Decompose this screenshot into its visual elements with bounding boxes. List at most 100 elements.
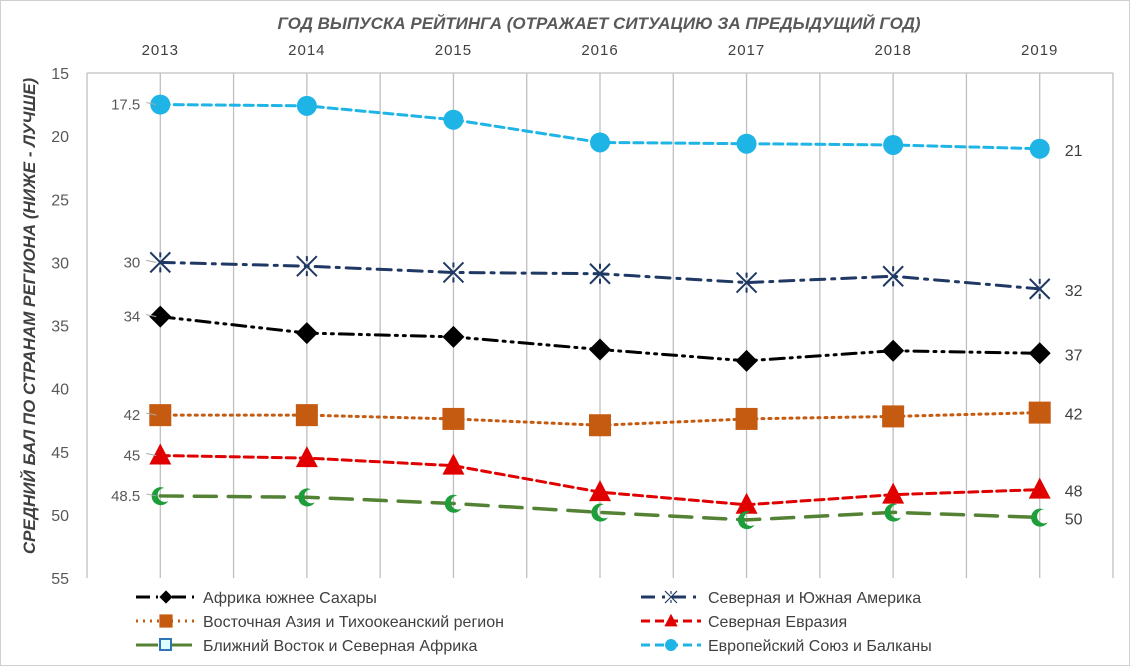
diamond-marker xyxy=(149,305,172,328)
circle-marker xyxy=(296,95,317,116)
legend-item: Африка южнее Сахары xyxy=(136,590,377,607)
triangle-marker xyxy=(1028,477,1051,499)
square-marker xyxy=(1028,401,1051,424)
end-data-label: 37 xyxy=(1065,347,1083,364)
square-marker xyxy=(295,404,318,427)
y-tick-label: 40 xyxy=(51,382,69,399)
start-data-label: 48.5 xyxy=(111,488,140,505)
legend-item: Восточная Азия и Тихоокеанский регион xyxy=(136,614,504,631)
legend-item: Северная и Южная Америка xyxy=(641,590,921,607)
asterisk-marker xyxy=(442,261,465,284)
circle-marker xyxy=(883,134,904,155)
asterisk-marker xyxy=(664,590,678,604)
legend-label: Северная Евразия xyxy=(708,614,847,631)
circle-marker xyxy=(665,639,677,651)
asterisk-marker xyxy=(882,265,904,287)
y-axis-label: СРЕДНИЙ БАЛ ПО СТРАНАМ РЕГИОНА (НИЖЕ - Л… xyxy=(19,78,39,555)
y-tick-label: 25 xyxy=(51,192,69,209)
legend-item: Северная Евразия xyxy=(641,613,847,631)
y-tick-label: 55 xyxy=(51,571,69,588)
leader-line xyxy=(146,453,157,457)
asterisk-marker xyxy=(735,271,758,294)
legend-item: Европейский Союз и Балканы xyxy=(641,638,932,655)
y-tick-label: 30 xyxy=(51,255,69,272)
asterisk-marker xyxy=(589,263,611,285)
triangle-marker xyxy=(295,446,318,468)
legend-label: Восточная Азия и Тихоокеанский регион xyxy=(203,614,504,631)
x-tick-label: 2018 xyxy=(874,42,911,59)
asterisk-marker xyxy=(149,251,171,274)
crescent-marker xyxy=(151,487,169,506)
leader-line xyxy=(146,412,157,416)
triangle-marker xyxy=(882,482,905,504)
start-data-label: 34 xyxy=(124,309,141,326)
end-data-label: 42 xyxy=(1065,407,1083,424)
y-tick-label: 20 xyxy=(51,129,69,146)
x-tick-label: 2013 xyxy=(142,42,179,59)
y-tick-label: 35 xyxy=(51,319,69,336)
x-tick-label: 2017 xyxy=(728,42,765,59)
end-data-label: 50 xyxy=(1065,511,1083,528)
series-1: 30 32 xyxy=(124,251,1083,300)
triangle-marker xyxy=(589,480,611,502)
triangle-marker xyxy=(664,613,678,627)
circle-marker xyxy=(590,132,610,153)
crescent-marker xyxy=(1031,508,1048,527)
x-tick-label: 2014 xyxy=(288,42,325,59)
legend-label: Европейский Союз и Балканы xyxy=(708,638,932,655)
circle-marker xyxy=(1029,138,1050,159)
diamond-marker xyxy=(159,590,173,604)
triangle-marker xyxy=(442,453,465,475)
leader-line xyxy=(146,314,157,318)
start-data-label: 17.5 xyxy=(111,97,140,114)
crescent-marker xyxy=(737,511,755,530)
end-data-label: 32 xyxy=(1065,283,1083,300)
legend-marker xyxy=(159,638,172,651)
diamond-marker xyxy=(589,338,611,361)
asterisk-marker xyxy=(1029,278,1051,300)
legend-label: Африка южнее Сахары xyxy=(203,590,377,607)
series-line xyxy=(158,494,1042,522)
start-data-label: 30 xyxy=(124,254,141,271)
square-marker xyxy=(149,404,172,427)
series-2: 42 42 xyxy=(124,401,1083,437)
diamond-marker xyxy=(882,339,905,362)
circle-marker xyxy=(736,133,757,154)
leader-line xyxy=(146,259,157,263)
diamond-marker xyxy=(735,349,758,372)
diamond-marker xyxy=(1028,342,1051,365)
series-3: 45 48 xyxy=(124,443,1083,514)
series-5: 17.5 21 xyxy=(111,94,1083,160)
square-marker xyxy=(735,407,758,430)
crescent-marker xyxy=(884,503,902,522)
chart-title: ГОД ВЫПУСКА РЕЙТИНГА (ОТРАЖАЕТ СИТУАЦИЮ … xyxy=(277,13,920,33)
y-tick-label: 50 xyxy=(51,508,69,525)
crescent-marker xyxy=(298,488,315,507)
square-marker xyxy=(882,405,905,428)
end-data-label: 21 xyxy=(1065,143,1083,160)
legend-item: Ближний Восток и Северная Африка xyxy=(136,638,478,655)
x-tick-label: 2016 xyxy=(581,42,618,59)
x-tick-label: 2015 xyxy=(435,42,472,59)
triangle-marker xyxy=(149,443,172,465)
triangle-marker xyxy=(735,492,758,514)
crescent-marker xyxy=(591,503,608,522)
end-data-label: 48 xyxy=(1065,484,1083,501)
circle-marker xyxy=(443,109,464,130)
series-0: 34 37 xyxy=(124,305,1083,372)
y-tick-label: 15 xyxy=(51,66,69,83)
leader-line xyxy=(146,102,157,106)
diamond-marker xyxy=(442,325,465,348)
diamond-marker xyxy=(295,322,318,345)
y-tick-label: 45 xyxy=(51,445,69,462)
leader-line xyxy=(146,493,157,497)
square-marker xyxy=(159,614,173,628)
square-marker xyxy=(442,407,465,430)
start-data-label: 45 xyxy=(124,448,141,465)
x-tick-label: 2019 xyxy=(1021,42,1058,59)
circle-marker xyxy=(150,94,171,115)
start-data-label: 42 xyxy=(124,407,141,424)
legend-label: Ближний Восток и Северная Африка xyxy=(203,638,478,655)
